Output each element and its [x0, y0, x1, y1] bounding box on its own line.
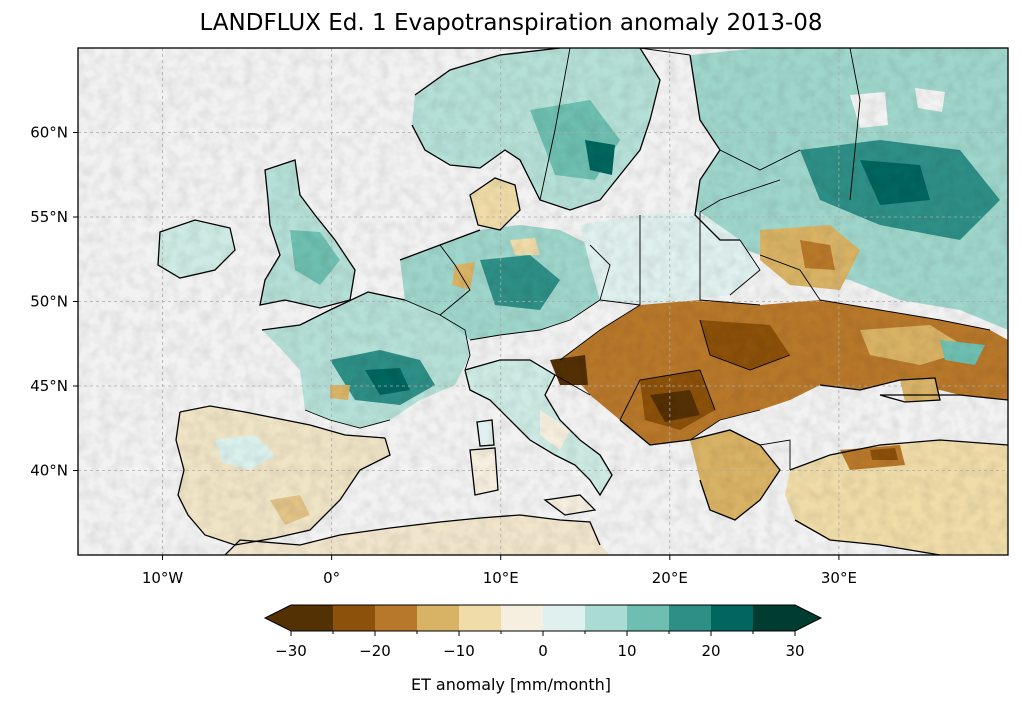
- colorbar-tick-label: 10: [617, 642, 636, 660]
- longitude-ticks: 10°W 0° 10°E 20°E 30°E: [142, 555, 857, 587]
- colorbar-tick-label: −10: [443, 642, 475, 660]
- colorbar-extend-min: [265, 605, 291, 631]
- lat-tick-label: 45°N: [30, 377, 68, 395]
- country-borders: [304, 48, 991, 470]
- colorbar-segment: [669, 605, 712, 631]
- colorbar: −30 −20 −10 0 10 20 30: [263, 604, 823, 660]
- lat-tick-label: 40°N: [30, 462, 68, 480]
- colorbar-tick-label: 30: [785, 642, 804, 660]
- colorbar-segment: [501, 605, 544, 631]
- latitude-ticks: 40°N 45°N 50°N 55°N 60°N: [30, 124, 78, 480]
- lat-tick-label: 55°N: [30, 208, 68, 226]
- lon-tick-label: 0°: [323, 569, 340, 587]
- colorbar-segment: [459, 605, 502, 631]
- colorbar-extend-max: [795, 605, 821, 631]
- colorbar-segment: [585, 605, 628, 631]
- lon-tick-label: 10°W: [142, 569, 184, 587]
- colorbar-tick-label: −20: [359, 642, 391, 660]
- map-title: LANDFLUX Ed. 1 Evapotranspiration anomal…: [199, 10, 823, 36]
- colorbar-tick-label: 20: [701, 642, 720, 660]
- colorbar-segment: [711, 605, 754, 631]
- colorbar-segment: [753, 605, 796, 631]
- colorbar-label: ET anomaly [mm/month]: [410, 675, 612, 694]
- colorbar-segment: [291, 605, 334, 631]
- lon-tick-label: 20°E: [652, 569, 688, 587]
- lat-tick-label: 60°N: [30, 124, 68, 142]
- coastlines: [157, 48, 1008, 555]
- lat-tick-label: 50°N: [30, 293, 68, 311]
- colorbar-segment: [333, 605, 376, 631]
- colorbar-segment: [375, 605, 418, 631]
- lon-tick-label: 30°E: [821, 569, 857, 587]
- colorbar-tick-label: 0: [538, 642, 548, 660]
- colorbar-segment: [627, 605, 670, 631]
- colorbar-segment: [417, 605, 460, 631]
- lon-tick-label: 10°E: [483, 569, 519, 587]
- colorbar-segment: [543, 605, 586, 631]
- gridlines: [78, 48, 1008, 555]
- colorbar-tick-label: −30: [275, 642, 307, 660]
